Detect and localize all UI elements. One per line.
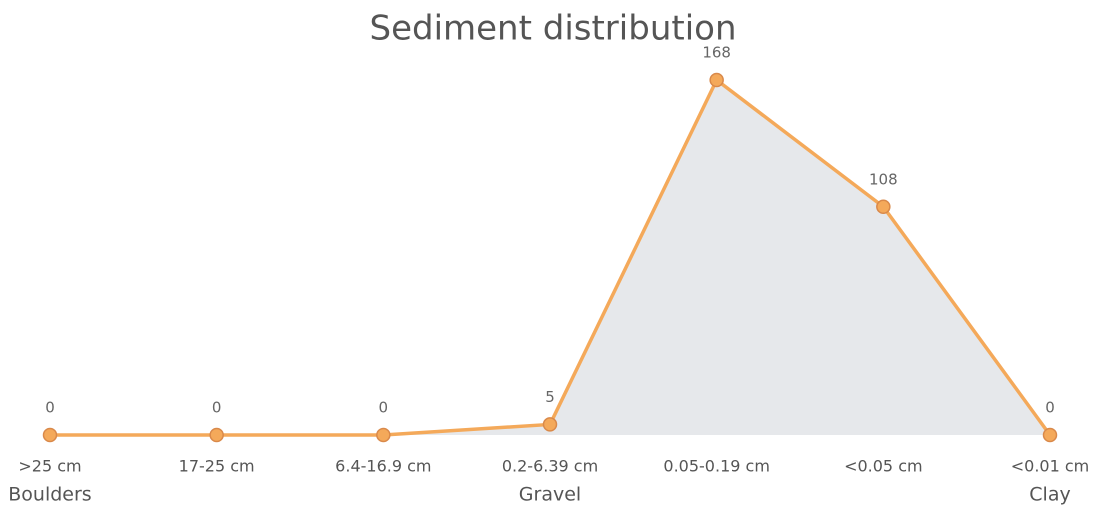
group-label: Gravel [519,484,581,506]
value-label: 0 [45,399,55,417]
chart-title: Sediment distribution [369,9,736,49]
point [209,427,224,443]
value-label: 168 [702,44,731,62]
x-tick-label: 6.4-16.9 cm [335,457,431,476]
value-label: 108 [869,170,898,188]
x-tick-label: >25 cm [18,457,81,476]
point [709,72,724,88]
group-label: Clay [1029,484,1070,506]
x-tick-label: <0.05 cm [844,457,923,476]
x-tick-label: <0.01 cm [1011,457,1090,476]
value-label: 0 [1045,399,1055,417]
point [42,427,58,443]
point [542,417,558,432]
x-tick-label: 17-25 cm [179,457,255,476]
point [876,199,891,215]
point [1042,427,1058,443]
area [50,80,1050,435]
x-tick-label: 0.05-0.19 cm [663,457,770,476]
group-label: Boulders [8,484,91,506]
point [376,427,391,443]
x-tick-label: 0.2-6.39 cm [502,457,598,476]
value-label: 0 [212,399,222,417]
value-label: 0 [379,399,389,417]
value-label: 5 [545,388,555,406]
